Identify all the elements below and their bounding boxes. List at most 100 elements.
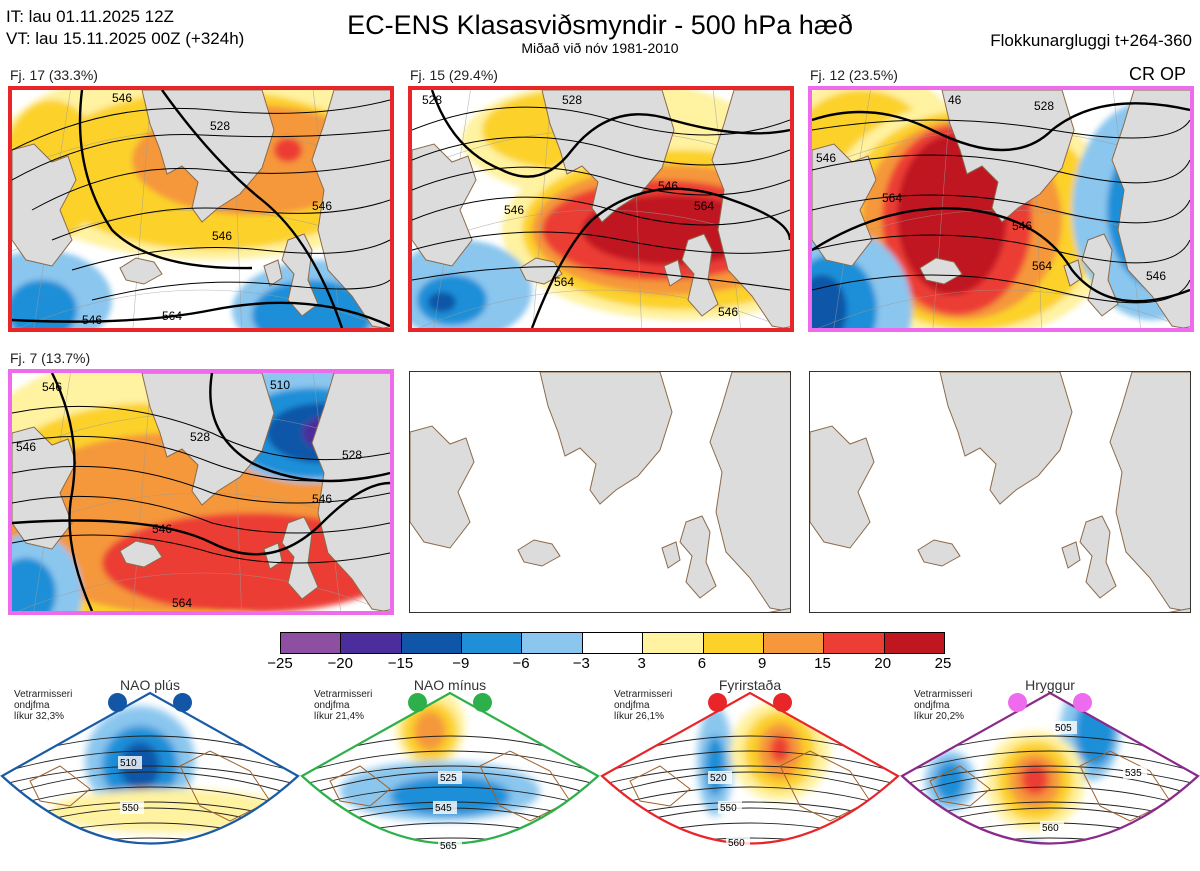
contour-label: 546: [312, 492, 332, 506]
regime-dot: [408, 693, 427, 712]
contour-label: 564: [554, 275, 574, 289]
colorbar-tick-label: −3: [572, 655, 590, 672]
regime-map-2: 525 545 565: [300, 691, 600, 852]
contour-label: 546: [504, 203, 524, 217]
contour-label: 546: [82, 313, 102, 327]
contour-label: 546: [42, 380, 62, 394]
colorbar-swatch: [462, 633, 523, 653]
regime-name: NAO mínus: [413, 677, 487, 693]
colorbar-tick-label: 15: [814, 655, 831, 672]
regime-dot: [1073, 693, 1092, 712]
contour-label: 564: [882, 191, 902, 205]
cluster-map-empty-2: [809, 371, 1191, 613]
regime-info-line: ondjfma: [914, 700, 950, 711]
colorbar-tick-label: 25: [934, 655, 952, 672]
colorbar-swatch: [281, 633, 342, 653]
contour-label: 528: [1034, 99, 1054, 113]
cluster-label-1: Fj. 17 (33.3%): [10, 67, 98, 83]
page-title: EC-ENS Klasasviðsmyndir - 500 hPa hæð: [347, 10, 853, 40]
regime-name: Hryggur: [1025, 677, 1075, 693]
regime-info: Vetrarmisseri ondjfma líkur 21,4%: [314, 689, 372, 722]
regime-dot: [1008, 693, 1027, 712]
contour-label: 546: [212, 229, 232, 243]
colorbar-tick-label: −20: [327, 655, 353, 672]
cluster-map-2: 528 528 546 546 564 564 546: [408, 86, 794, 332]
regime-name: Fyrirstaða: [718, 677, 782, 693]
colorbar-swatch: [582, 633, 644, 653]
contour-label: 546: [816, 151, 836, 165]
regime-map-3: 520 550 560: [600, 691, 900, 849]
colorbar-tick-label: −25: [267, 655, 293, 672]
contour-label: 510: [270, 378, 290, 392]
regime-contour-label: 545: [435, 803, 452, 814]
cluster-map-4: 546 510 528 528 546 546 564 546: [8, 369, 394, 615]
regime-dot: [108, 693, 127, 712]
regime-contour-label: 505: [1055, 723, 1072, 734]
contour-label: 564: [172, 596, 192, 610]
contour-label: 528: [210, 119, 230, 133]
regime-info: Vetrarmisseri ondjfma líkur 20,2%: [914, 689, 972, 722]
regime-contour-label: 535: [1125, 768, 1142, 779]
colorbar-tick-label: 3: [637, 655, 646, 672]
climatology-subtitle: Miðað við nóv 1981-2010: [521, 40, 679, 56]
colorbar-swatch: [522, 633, 583, 653]
regime-contour-label: 525: [440, 773, 457, 784]
regime-dot: [173, 693, 192, 712]
contour-label: 546: [312, 199, 332, 213]
regime-contour-label: 560: [728, 838, 745, 849]
cluster-label-4: Fj. 7 (13.7%): [10, 350, 91, 366]
regime-info: Vetrarmisseri ondjfma líkur 26,1%: [614, 689, 672, 722]
classification-window: Flokkunargluggi t+264-360: [990, 31, 1192, 50]
contour-label: 546: [1012, 219, 1032, 233]
colorbar-swatch: [884, 633, 944, 653]
regime-contour-label: 560: [1042, 823, 1059, 834]
contour-label: 564: [162, 309, 182, 323]
contour-label: 46: [948, 93, 962, 107]
colorbar-tick-label: 20: [874, 655, 892, 672]
regime-map-1: 510 550: [0, 691, 300, 845]
contour-label: 546: [152, 522, 172, 536]
regime-dot: [473, 693, 492, 712]
contour-label: 528: [190, 430, 210, 444]
contour-label: 528: [562, 93, 582, 107]
regime-contour-label: 510: [120, 758, 137, 769]
regime-info: Vetrarmisseri ondjfma líkur 32,3%: [14, 689, 72, 722]
regime-contour-label: 550: [720, 803, 737, 814]
regime-info-line: ondjfma: [14, 700, 50, 711]
cluster-map-3: 46 528 546 564 564 546 546: [808, 86, 1194, 332]
regime-info-line: Vetrarmisseri: [914, 689, 973, 700]
contour-label: 564: [694, 199, 714, 213]
colorbar-tick-label: −15: [387, 655, 414, 672]
contour-label: 528: [342, 448, 362, 462]
regime-info-line: líkur 20,2%: [914, 711, 965, 722]
regime-name: NAO plús: [120, 677, 180, 693]
colorbar: [280, 632, 945, 654]
regime-contour-label: 550: [122, 803, 139, 814]
colorbar-tick-label: −9: [452, 655, 470, 672]
contour-label: 546: [112, 91, 132, 105]
regime-info-line: Vetrarmisseri: [14, 689, 73, 700]
cluster-label-3: Fj. 12 (23.5%): [810, 67, 898, 83]
cluster-map-1: 546 528 546 546 564 546: [8, 86, 394, 332]
regime-info-line: líkur 26,1%: [614, 711, 665, 722]
contour-label: 564: [1032, 259, 1052, 273]
init-time: IT: lau 01.11.2025 12Z: [6, 7, 174, 26]
contour-label: 528: [422, 93, 442, 107]
contour-label: 546: [1146, 269, 1166, 283]
regime-dot: [773, 693, 792, 712]
regime-contour-label: 520: [710, 773, 727, 784]
regime-map-4: 505 535 560: [900, 691, 1200, 845]
colorbar-swatch: [763, 633, 825, 653]
colorbar-swatch: [401, 633, 463, 653]
colorbar-tick-label: 9: [758, 655, 767, 672]
colorbar-swatch: [824, 633, 885, 653]
regime-code: CR OP: [1128, 64, 1186, 84]
colorbar-tick-label: −6: [512, 655, 530, 672]
colorbar-swatch: [703, 633, 764, 653]
colorbar-swatch: [341, 633, 402, 653]
cluster-label-2: Fj. 15 (29.4%): [410, 67, 498, 83]
valid-time: VT: lau 15.11.2025 00Z (+324h): [6, 29, 245, 48]
colorbar-tick-label: 6: [697, 655, 707, 672]
regime-info-line: ondjfma: [614, 700, 650, 711]
regime-contour-label: 565: [440, 841, 457, 852]
